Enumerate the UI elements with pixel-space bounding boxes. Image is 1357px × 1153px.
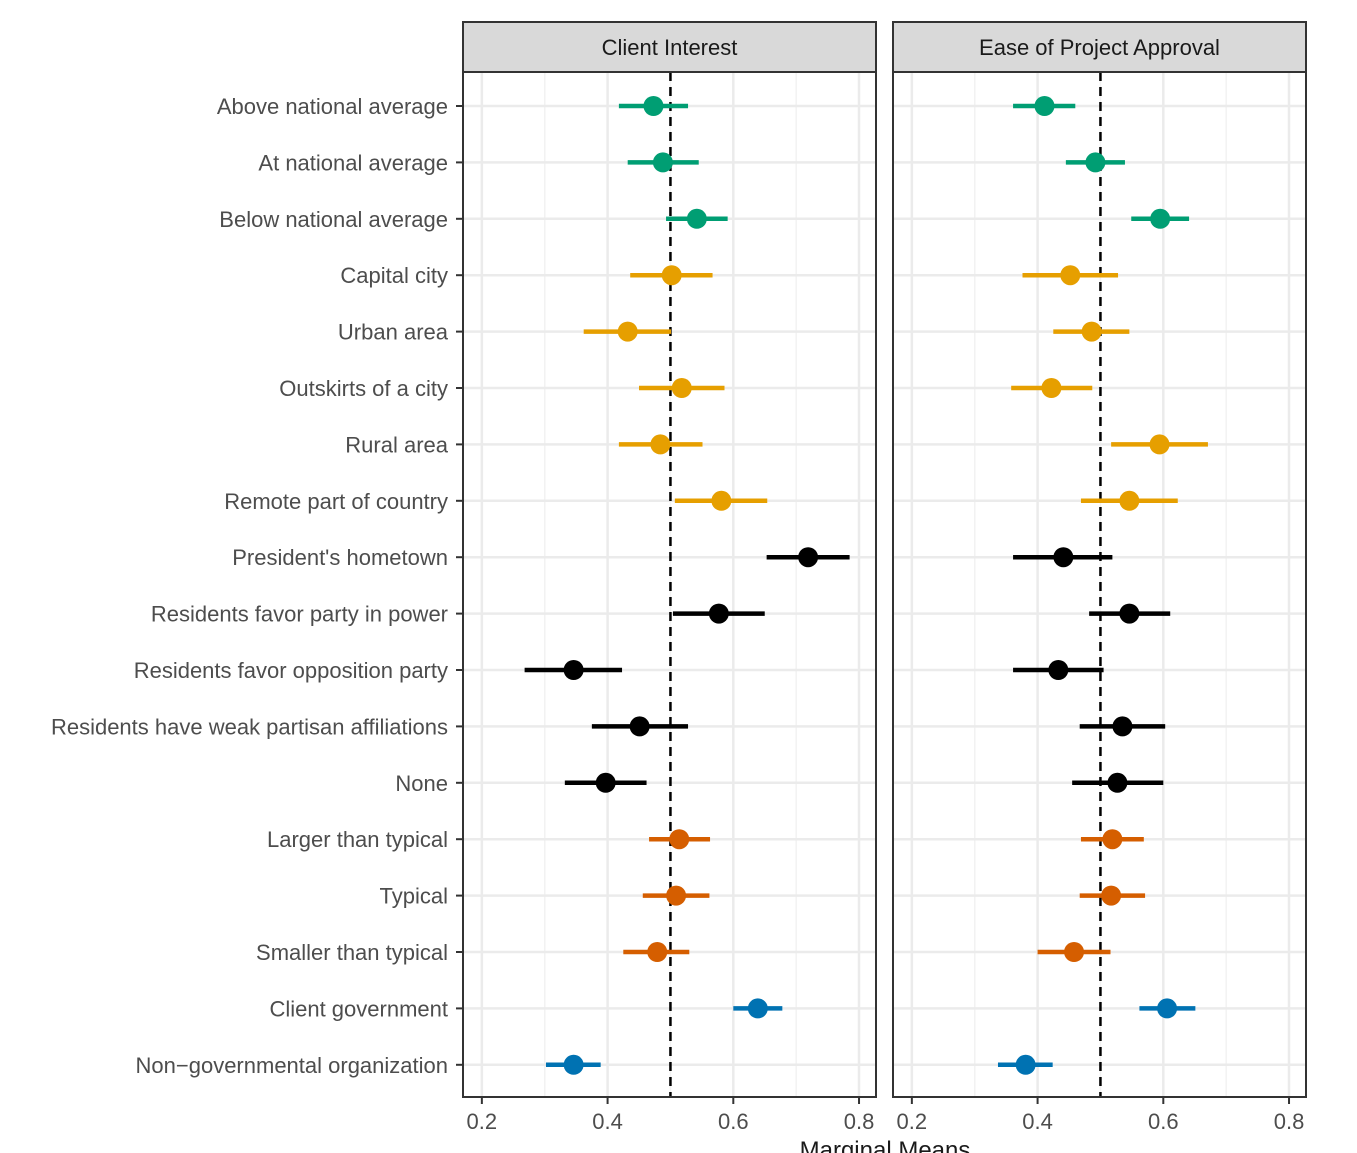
row-label: None — [395, 771, 448, 796]
estimate-point — [1034, 96, 1055, 116]
row-labels: Above national average At national averag… — [51, 94, 463, 1078]
row-label: Residents favor party in power — [151, 602, 448, 627]
estimate-point — [1015, 1054, 1036, 1075]
row-label: Typical — [380, 884, 448, 909]
row-label: Remote part of country — [224, 489, 448, 514]
row-label: Below national average — [219, 207, 448, 232]
estimate-point — [1101, 885, 1122, 906]
row-label: Smaller than typical — [256, 940, 448, 965]
x-tick-label: 0.4 — [592, 1109, 623, 1134]
row-label: Residents favor opposition party — [134, 658, 448, 683]
estimate-point — [1102, 829, 1123, 850]
estimate-point — [669, 829, 690, 850]
estimate-point — [1119, 490, 1140, 511]
estimate-point — [1112, 716, 1133, 737]
estimate-point — [1060, 265, 1081, 286]
row-label: Capital city — [340, 263, 448, 288]
x-tick-label: 0.8 — [1274, 1109, 1305, 1134]
estimate-point — [643, 96, 664, 116]
x-tick-label: 0.6 — [718, 1109, 749, 1134]
estimate-point — [1048, 660, 1069, 680]
facet-title: Ease of Project Approval — [979, 35, 1220, 60]
estimate-point — [595, 772, 616, 793]
row-label: Non−governmental organization — [136, 1053, 448, 1078]
estimate-point — [1085, 152, 1106, 173]
estimate-point — [650, 434, 671, 455]
row-label: Outskirts of a city — [279, 376, 448, 401]
row-label: Residents have weak partisan affiliation… — [51, 714, 448, 739]
facet-panel: Client Interest 0.2 0.4 0.6 0.8 — [462, 21, 877, 1134]
row-label: Larger than typical — [267, 827, 448, 852]
estimate-point — [666, 885, 687, 906]
estimate-point — [661, 265, 682, 286]
estimate-point — [1149, 434, 1170, 455]
x-tick-label: 0.6 — [1148, 1109, 1179, 1134]
estimate-point — [1064, 942, 1085, 962]
estimate-point — [617, 321, 638, 342]
x-tick-label: 0.2 — [467, 1109, 498, 1134]
x-axis-title: Marginal Means — [800, 1137, 971, 1153]
estimate-point — [711, 490, 732, 511]
row-label: Above national average — [217, 94, 448, 119]
estimate-point — [647, 942, 668, 962]
estimate-point — [747, 998, 768, 1019]
row-label: Client government — [269, 996, 448, 1021]
estimate-point — [1081, 321, 1102, 342]
estimate-point — [563, 660, 584, 680]
estimate-point — [652, 152, 673, 173]
row-label: Rural area — [345, 432, 448, 457]
estimate-point — [1041, 378, 1062, 398]
estimate-point — [1119, 603, 1140, 624]
estimate-point — [629, 716, 650, 737]
x-tick-label: 0.4 — [1022, 1109, 1053, 1134]
estimate-point — [1053, 547, 1074, 568]
row-label: President's hometown — [232, 545, 448, 570]
facet-strip — [462, 21, 877, 73]
estimate-point — [671, 378, 692, 398]
estimate-point — [1157, 998, 1178, 1019]
estimate-point — [686, 208, 707, 229]
row-label: At national average — [258, 150, 448, 175]
facet-strip — [892, 21, 1307, 73]
facet-panel: Ease of Project Approval 0.2 0.4 0.6 0.8 — [892, 21, 1307, 1134]
x-tick-label: 0.2 — [897, 1109, 928, 1134]
estimate-point — [563, 1054, 584, 1075]
row-label: Urban area — [338, 320, 449, 345]
estimate-point — [1150, 208, 1171, 229]
facet-title: Client Interest — [602, 35, 738, 60]
estimate-point — [1107, 772, 1128, 793]
estimate-point — [798, 547, 819, 568]
x-tick-label: 0.8 — [844, 1109, 875, 1134]
estimate-point — [708, 603, 729, 624]
